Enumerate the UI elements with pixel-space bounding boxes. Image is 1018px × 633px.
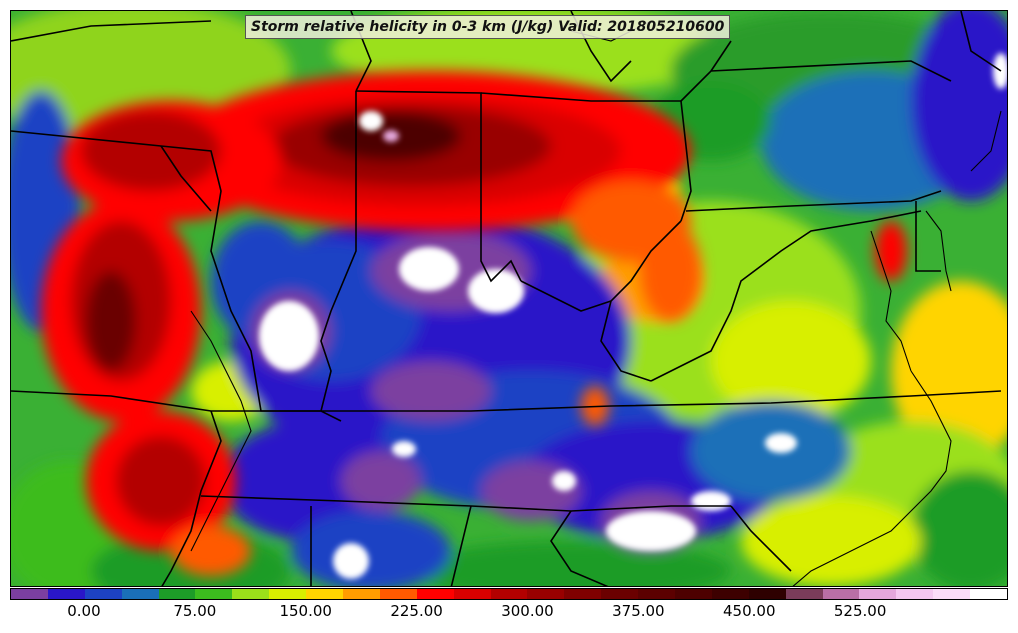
colorbar-segment xyxy=(601,589,639,599)
colorbar-segment xyxy=(232,589,270,599)
colorbar xyxy=(10,588,1008,600)
colorbar-segment xyxy=(195,589,233,599)
colorbar-segment xyxy=(748,589,786,599)
colorbar-ticks: 0.00 75.00 150.00 225.00 300.00 375.00 450.00 5… xyxy=(10,602,1008,626)
map-canvas xyxy=(11,11,1007,586)
colorbar-tick-label: 525.00 xyxy=(833,602,887,620)
colorbar-segment xyxy=(47,589,85,599)
colorbar-segment xyxy=(343,589,380,599)
map-title: Storm relative helicity in 0-3 km (J/kg)… xyxy=(245,15,731,39)
colorbar-segment xyxy=(564,589,602,599)
colorbar-segment xyxy=(859,589,897,599)
helicity-map xyxy=(10,10,1008,587)
state-boundaries xyxy=(11,11,1002,586)
colorbar-segment xyxy=(785,589,823,599)
colorbar-segment xyxy=(711,589,749,599)
colorbar-segment xyxy=(453,589,491,599)
colorbar-segment xyxy=(306,589,344,599)
colorbar-segment xyxy=(416,589,454,599)
colorbar-tick-label: 450.00 xyxy=(723,602,776,620)
colorbar-segment xyxy=(158,589,196,599)
colorbar-segment xyxy=(11,589,48,599)
colorbar-tick-label: 225.00 xyxy=(390,602,443,620)
colorbar-tick-label: 150.00 xyxy=(279,602,332,620)
colorbar-segment xyxy=(527,589,565,599)
colorbar-segment xyxy=(675,589,712,599)
colorbar-segment xyxy=(84,589,122,599)
colorbar-tick-label: 300.00 xyxy=(501,602,554,620)
colorbar-segment xyxy=(970,589,1008,599)
colorbar-segment xyxy=(822,589,860,599)
colorbar-segment xyxy=(379,589,417,599)
colorbar-tick-label: 0.00 xyxy=(67,602,101,620)
colorbar-segment xyxy=(121,589,159,599)
colorbar-segment xyxy=(269,589,307,599)
colorbar-tick-label: 375.00 xyxy=(612,602,665,620)
colorbar-segment xyxy=(638,589,676,599)
colorbar-segment xyxy=(933,589,971,599)
colorbar-tick-label: 75.00 xyxy=(173,602,217,620)
colorbar-segment xyxy=(896,589,934,599)
colorbar-segment xyxy=(490,589,528,599)
